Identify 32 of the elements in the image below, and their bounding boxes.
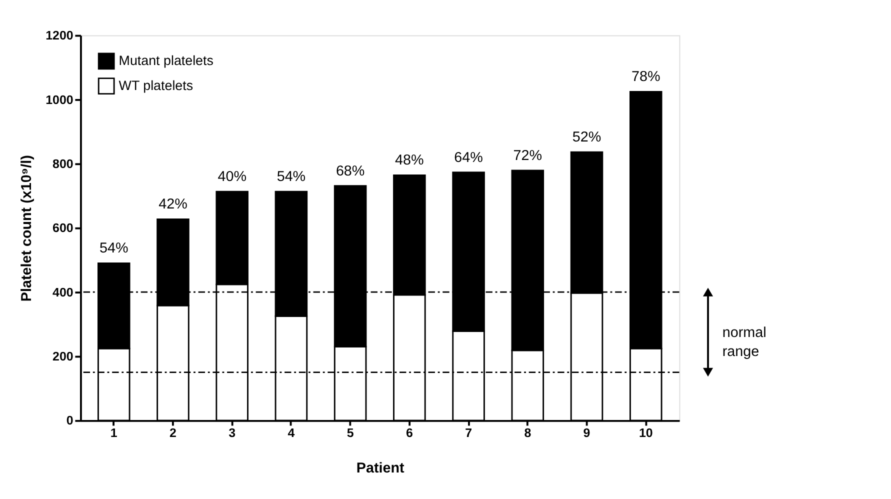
x-tick-label: 5 — [346, 426, 354, 440]
y-axis-title: Platelet count (x10⁹/l) — [19, 154, 36, 302]
x-tick-label: 9 — [583, 426, 590, 440]
y-tick-label: 400 — [52, 285, 74, 300]
annotation: 72% — [513, 148, 542, 164]
annotation: 52% — [572, 130, 602, 146]
legend-label: Mutant platelets — [118, 52, 214, 68]
y-tick-label: 1000 — [46, 92, 74, 107]
x-tick-label: 7 — [465, 426, 472, 440]
annotation: 42% — [158, 196, 188, 213]
x-tick-label: 1 — [110, 426, 118, 440]
y-tick-label: 600 — [52, 221, 74, 236]
x-tick-label: 8 — [524, 426, 532, 440]
y-tick-label: 1200 — [46, 28, 74, 43]
x-axis-title: Patient — [356, 460, 405, 477]
y-tick-label: 0 — [66, 414, 74, 428]
annotation: 48% — [395, 152, 424, 169]
x-tick-label: 4 — [288, 426, 295, 440]
x-tick-label: 2 — [170, 426, 177, 440]
y-tick-label: 800 — [52, 156, 74, 171]
annotation: 54% — [276, 169, 306, 186]
x-tick-label: 10 — [638, 426, 653, 440]
legend-label: WT platelets — [118, 78, 194, 93]
annotation: 54% — [100, 240, 128, 257]
annotation: 68% — [336, 163, 365, 180]
annotation: 64% — [454, 150, 484, 166]
annotation: 78% — [631, 69, 660, 86]
x-tick-label: 3 — [228, 426, 236, 440]
x-tick-label: 6 — [406, 426, 413, 440]
y-tick-label: 200 — [52, 350, 74, 364]
text: normal range — [722, 324, 766, 360]
annotation: 40% — [218, 169, 247, 186]
